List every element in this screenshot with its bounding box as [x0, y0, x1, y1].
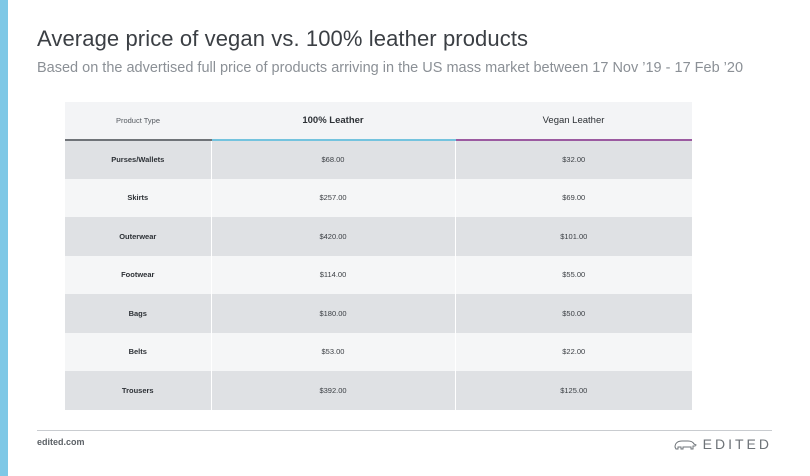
table-header-row: Product Type 100% Leather Vegan Leather	[65, 102, 692, 141]
column-header-leather: 100% Leather	[211, 102, 455, 141]
cell-leather-price: $68.00	[211, 140, 456, 179]
cell-vegan-price: $55.00	[455, 255, 692, 294]
table-row: Belts $53.00 $22.00	[65, 332, 692, 371]
polar-bear-icon	[674, 440, 697, 450]
cell-product-type: Trousers	[65, 371, 212, 410]
footer-divider	[37, 430, 772, 431]
cell-leather-price: $53.00	[211, 332, 456, 371]
table-body: Purses/Wallets $68.00 $32.00 Skirts $257.00 $…	[65, 140, 692, 410]
table-row: Outerwear $420.00 $101.00	[65, 217, 692, 256]
footer-url: edited.com	[37, 437, 85, 447]
cell-vegan-price: $50.00	[455, 294, 692, 333]
cell-leather-price: $114.00	[211, 255, 456, 294]
cell-leather-price: $392.00	[211, 371, 456, 410]
cell-vegan-price: $125.00	[455, 371, 692, 410]
cell-product-type: Purses/Wallets	[65, 140, 212, 179]
cell-leather-price: $420.00	[211, 217, 456, 256]
table-row: Purses/Wallets $68.00 $32.00	[65, 140, 692, 179]
cell-vegan-price: $22.00	[455, 332, 692, 371]
table-row: Footwear $114.00 $55.00	[65, 255, 692, 294]
chart-subtitle: Based on the advertised full price of pr…	[37, 60, 744, 76]
cell-vegan-price: $32.00	[455, 140, 692, 179]
brand-name: EDITED	[702, 436, 772, 452]
price-table: Product Type 100% Leather Vegan Leather …	[65, 102, 692, 410]
accent-bar	[0, 0, 8, 476]
column-header-vegan: Vegan Leather	[455, 102, 692, 141]
column-header-product-type: Product Type	[65, 102, 211, 141]
brand-logo: EDITED	[673, 436, 772, 452]
table-row: Skirts $257.00 $69.00	[65, 178, 692, 217]
cell-product-type: Outerwear	[65, 217, 212, 256]
cell-product-type: Footwear	[65, 255, 212, 294]
cell-vegan-price: $69.00	[455, 178, 692, 217]
table-row: Trousers $392.00 $125.00	[65, 371, 692, 410]
cell-vegan-price: $101.00	[455, 217, 692, 256]
cell-product-type: Skirts	[65, 178, 212, 217]
cell-leather-price: $180.00	[211, 294, 456, 333]
table-row: Bags $180.00 $50.00	[65, 294, 692, 333]
price-table-container: Product Type 100% Leather Vegan Leather …	[65, 102, 692, 411]
cell-product-type: Bags	[65, 294, 212, 333]
cell-product-type: Belts	[65, 332, 212, 371]
cell-leather-price: $257.00	[211, 178, 456, 217]
chart-title: Average price of vegan vs. 100% leather …	[37, 26, 529, 51]
